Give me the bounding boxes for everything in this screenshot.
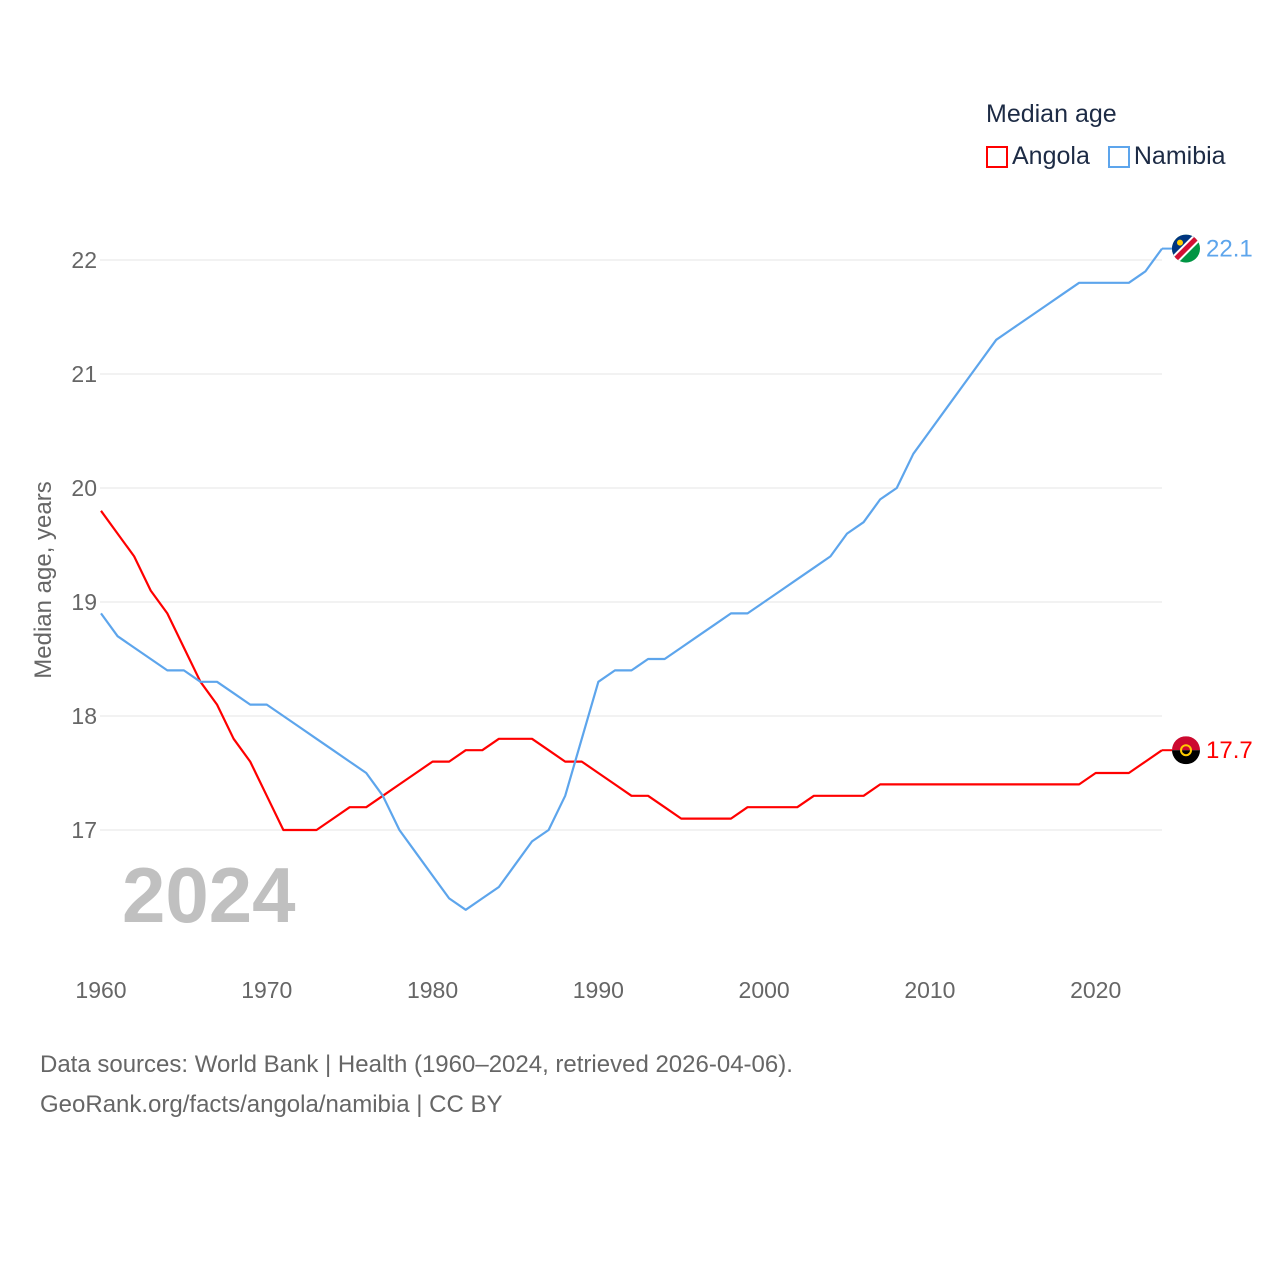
y-tick-label: 21: [71, 361, 97, 387]
legend-item-angola[interactable]: Angola: [986, 142, 1090, 171]
flag-body: [1172, 234, 1200, 263]
y-tick-label: 22: [71, 247, 97, 273]
x-tick-label: 1980: [407, 977, 458, 1003]
legend: Angola Namibia: [986, 142, 1244, 171]
end-value-label-namibia: 22.1: [1206, 236, 1253, 263]
flag-red-band: [1172, 736, 1200, 751]
series-line-namibia: [100, 247, 1163, 911]
namibia-flag-icon: [1172, 234, 1200, 263]
source-line-2[interactable]: GeoRank.org/facts/angola/namibia | CC BY: [40, 1091, 503, 1118]
flag-sun: [1177, 239, 1183, 246]
flag-body: [1172, 736, 1200, 765]
x-tick-label: 1960: [75, 977, 126, 1003]
source-line-1: Data sources: World Bank | Health (1960–…: [40, 1051, 793, 1078]
x-tick-label: 1990: [573, 977, 624, 1003]
x-tick-label: 2020: [1070, 977, 1121, 1003]
series-line-angola: [100, 510, 1163, 832]
legend-label-namibia: Namibia: [1133, 142, 1226, 170]
x-tick-label: 1970: [241, 977, 292, 1003]
legend-title: Median age: [986, 100, 1117, 128]
legend-label-angola: Angola: [1012, 142, 1090, 170]
end-value-label-angola: 17.7: [1206, 737, 1253, 764]
legend-item-namibia[interactable]: Namibia: [1107, 142, 1226, 171]
y-axis-label: Median age, years: [30, 481, 57, 678]
flag-black-band: [1172, 750, 1200, 765]
flag-emblem: [1180, 744, 1192, 757]
legend-swatch-angola: [986, 145, 1008, 168]
y-tick-label: 19: [71, 589, 97, 615]
legend-swatch-namibia: [1107, 145, 1130, 168]
x-tick-label: 2000: [739, 977, 790, 1003]
angola-flag-icon: [1172, 736, 1200, 765]
y-tick-label: 18: [71, 703, 97, 729]
source-note: Data sources: World Bank | Health (1960–…: [40, 1045, 793, 1125]
x-tick-label: 2010: [904, 977, 955, 1003]
y-tick-label: 17: [71, 817, 97, 843]
current-year-label: 2024: [122, 851, 296, 939]
y-tick-label: 20: [71, 475, 97, 501]
